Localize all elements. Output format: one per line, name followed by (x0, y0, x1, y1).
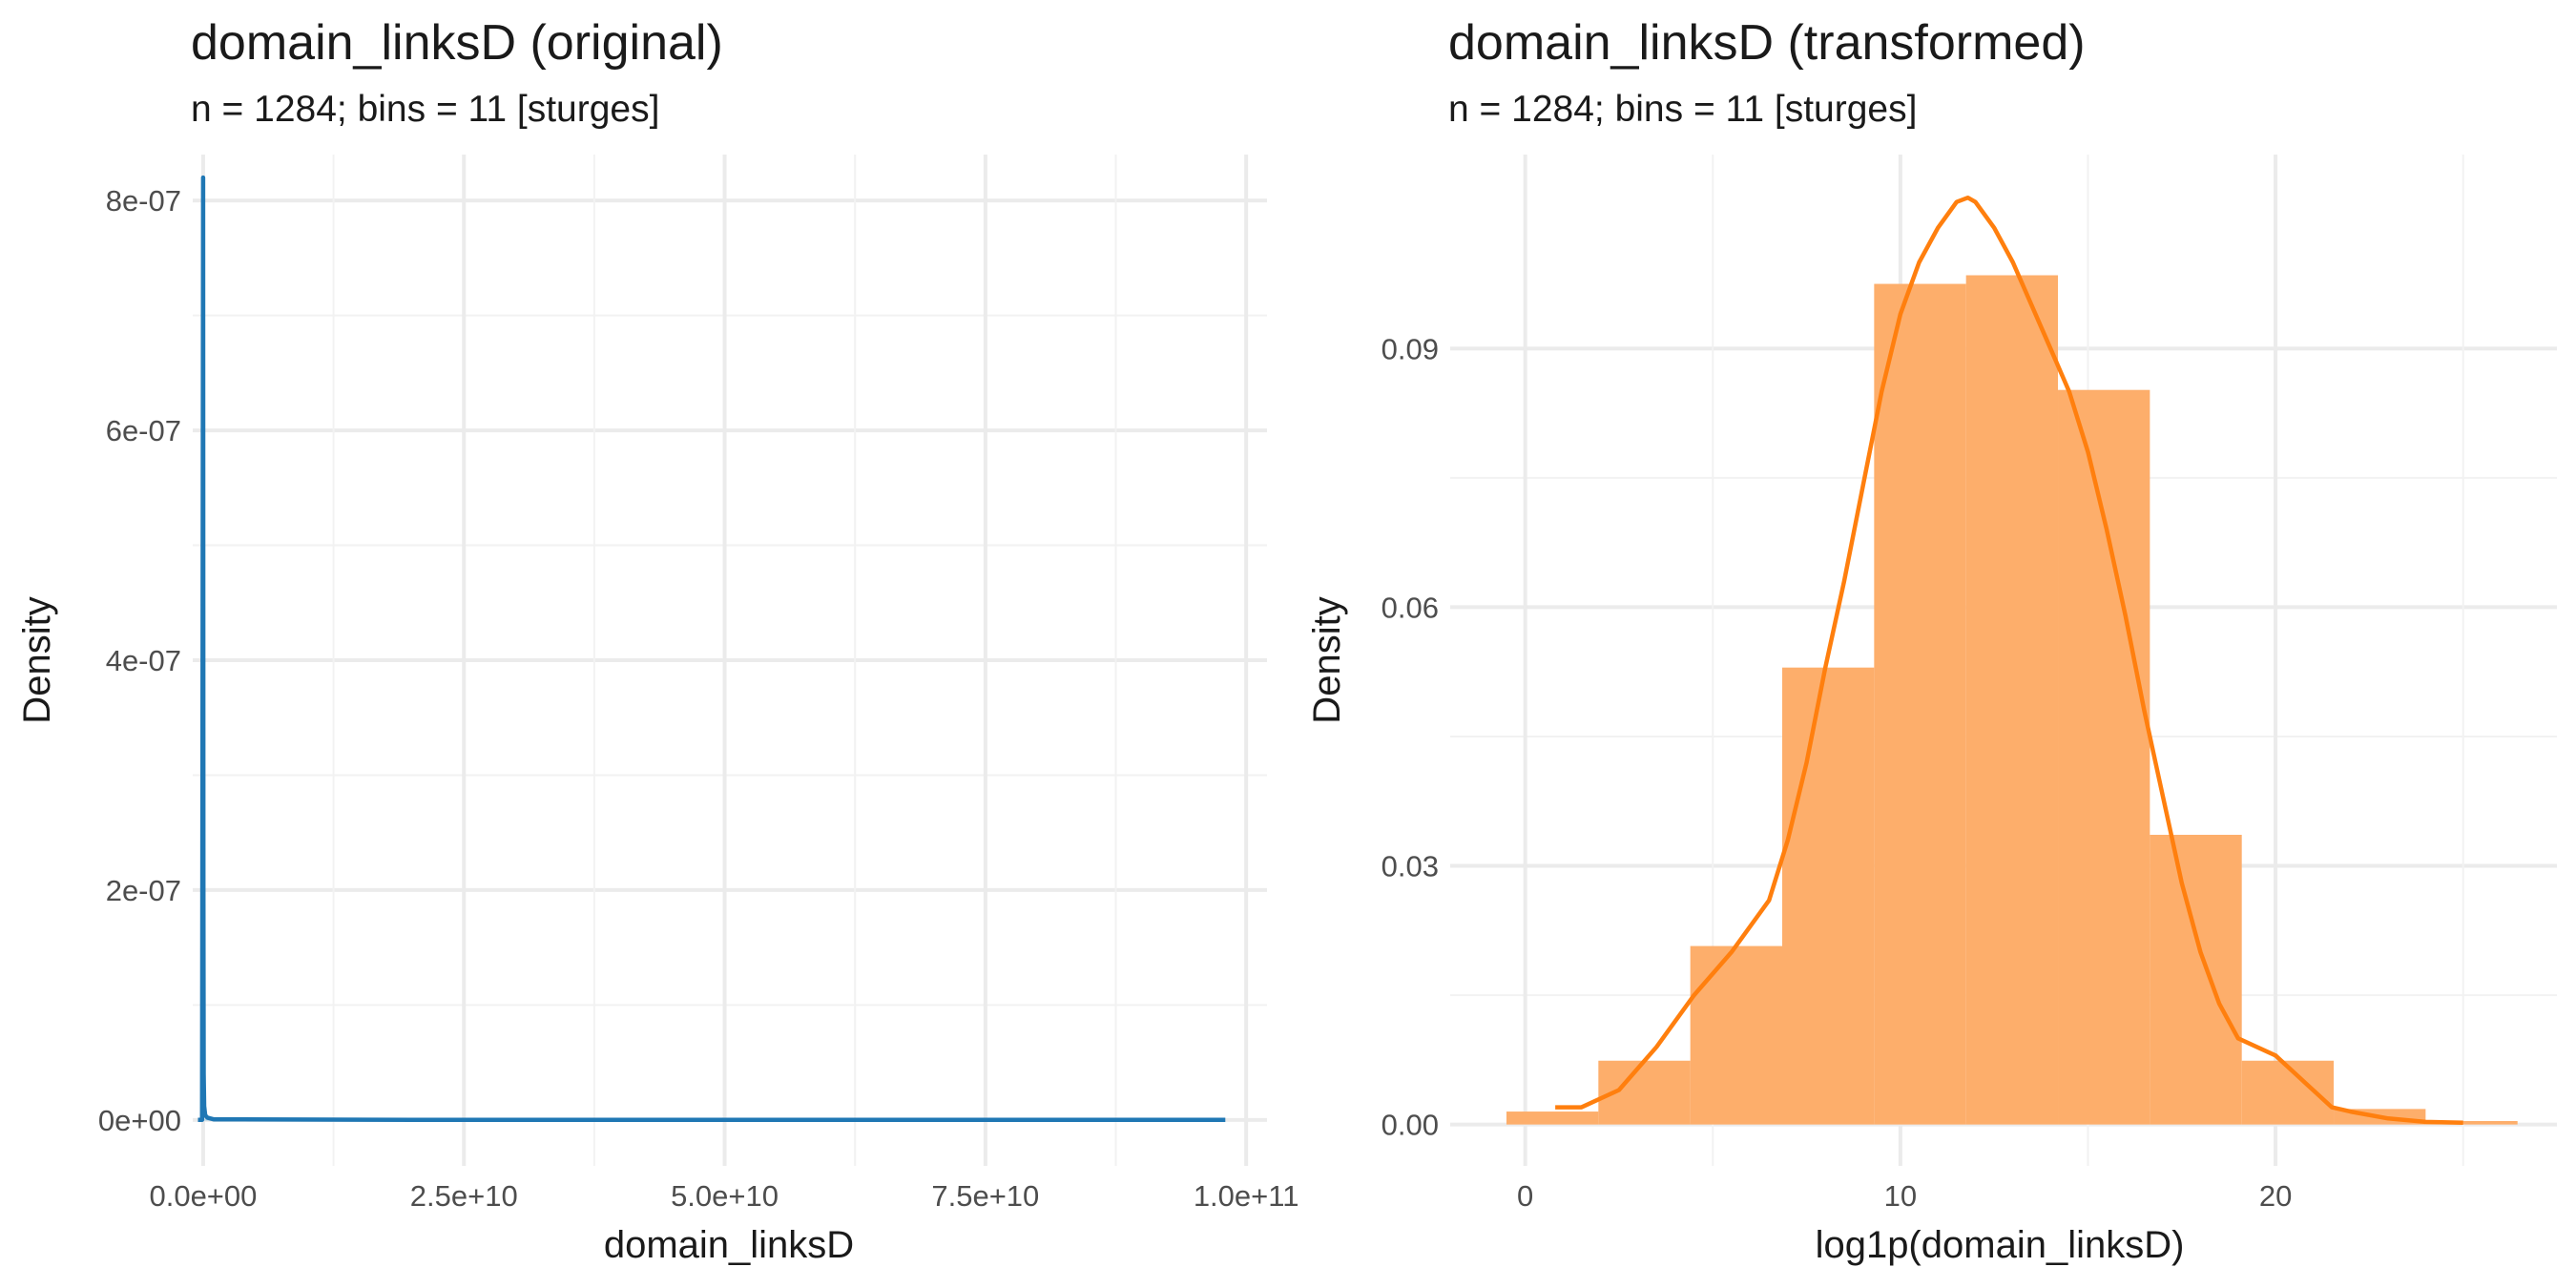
y-axis-ticks: 0e+00 2e-07 4e-07 6e-07 8e-07 (98, 184, 181, 1137)
chart-title: domain_linksD (original) (191, 15, 723, 71)
y-tick-label: 0.06 (1381, 591, 1439, 624)
histogram-bars (1506, 275, 2518, 1125)
histogram-bar (2150, 834, 2242, 1125)
y-axis-label: Density (1306, 596, 1348, 723)
y-tick-label: 6e-07 (106, 414, 181, 447)
chart-subtitle: n = 1284; bins = 11 [sturges] (191, 89, 659, 130)
x-axis-label: domain_linksD (604, 1224, 854, 1266)
histogram-bar (1506, 1111, 1599, 1125)
y-tick-label: 0e+00 (98, 1104, 181, 1137)
density-curve (1555, 195, 2463, 1126)
x-axis-ticks: 0.0e+00 2.5e+10 5.0e+10 7.5e+10 1.0e+11 (149, 1179, 1298, 1213)
histogram-bar (1782, 667, 1875, 1125)
x-tick-label: 2.5e+10 (410, 1179, 518, 1213)
density-curve (197, 175, 1226, 1123)
x-axis-label: log1p(domain_linksD) (1816, 1224, 2185, 1266)
density-line (197, 175, 1226, 1123)
histogram-bar (1690, 945, 1782, 1125)
x-axis-ticks: 0 10 20 (1517, 1179, 2292, 1213)
x-tick-label: 0.0e+00 (149, 1179, 257, 1213)
y-tick-label: 0.03 (1381, 850, 1439, 883)
x-tick-label: 7.5e+10 (931, 1179, 1039, 1213)
y-tick-label: 0.00 (1381, 1109, 1439, 1142)
histogram-bar (2425, 1121, 2518, 1125)
gridlines (193, 155, 1267, 1166)
y-axis-ticks: 0.00 0.03 0.06 0.09 (1381, 332, 1439, 1141)
chart-title: domain_linksD (transformed) (1448, 15, 2086, 71)
histogram-bar (2241, 1060, 2335, 1125)
histogram-bar (1965, 275, 2059, 1125)
x-tick-label: 1.0e+11 (1194, 1179, 1299, 1213)
histogram-bar (2058, 389, 2150, 1125)
x-tick-label: 20 (2259, 1179, 2292, 1213)
y-axis-label: Density (16, 596, 58, 723)
y-tick-label: 2e-07 (106, 874, 181, 907)
y-tick-label: 8e-07 (106, 184, 181, 218)
chart-subtitle: n = 1284; bins = 11 [sturges] (1448, 89, 1917, 130)
density-line (1555, 195, 2463, 1126)
x-tick-label: 0 (1517, 1179, 1533, 1213)
y-tick-label: 4e-07 (106, 644, 181, 677)
histogram-bar (1874, 283, 1966, 1125)
x-tick-label: 10 (1884, 1179, 1917, 1213)
x-tick-label: 5.0e+10 (671, 1179, 779, 1213)
y-tick-label: 0.09 (1381, 332, 1439, 365)
panel-transformed: domain_linksD (transformed) n = 1284; bi… (1306, 15, 2557, 1266)
panel-original: domain_linksD (original) n = 1284; bins … (16, 15, 1298, 1266)
